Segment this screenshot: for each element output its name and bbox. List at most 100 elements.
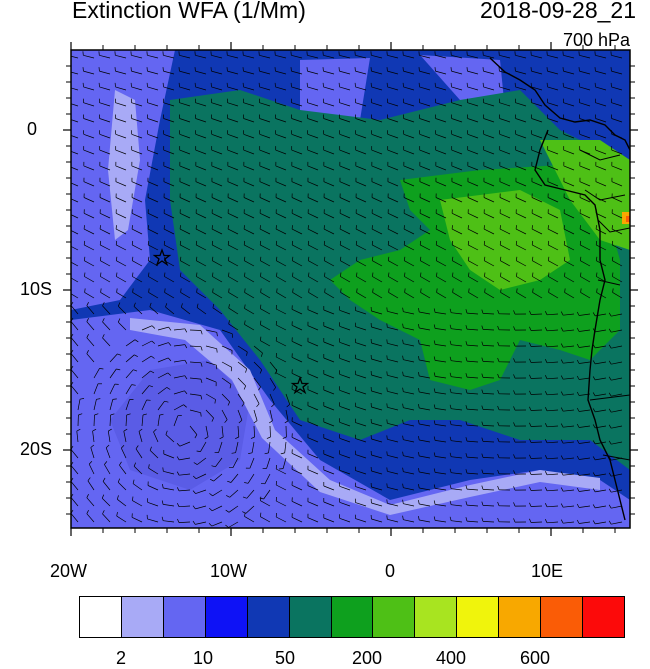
wind-barb <box>531 426 542 427</box>
wind-barb-flag <box>116 241 117 245</box>
wind-barb-flag <box>260 337 261 341</box>
wind-barb <box>531 362 542 363</box>
colorbar-swatch-5 <box>290 597 332 637</box>
colorbar-label-50: 50 <box>275 648 295 669</box>
wind-barb <box>190 330 201 331</box>
wind-barb-flag <box>132 241 133 245</box>
wind-barb-flag <box>387 371 388 375</box>
wind-barb-flag <box>217 349 218 353</box>
wind-barb-flag <box>260 241 261 245</box>
wind-barb-flag <box>244 241 245 245</box>
wind-barb-flag <box>164 241 165 245</box>
colorbar-label-400: 400 <box>436 648 466 669</box>
wind-barb-flag <box>387 387 388 391</box>
wind-barb <box>531 490 542 491</box>
wind-barb-flag <box>500 241 501 245</box>
wind-barb-flag <box>404 241 405 245</box>
wind-barb <box>531 346 542 347</box>
wind-barb-flag <box>387 435 388 439</box>
lon-label-10w: 10W <box>210 561 247 582</box>
wind-barb-flag <box>452 241 453 245</box>
wind-barb-flag <box>387 403 388 407</box>
wind-barb-flag <box>564 241 565 245</box>
wind-barb-flag <box>387 323 388 327</box>
wind-barb-flag <box>84 241 85 245</box>
wind-barb-flag <box>260 321 261 325</box>
colorbar-swatch-3 <box>206 597 248 637</box>
wind-barb-flag <box>260 513 261 517</box>
wind-barb-flag <box>484 241 485 245</box>
wind-barb-flag <box>100 241 101 245</box>
wind-barb-flag <box>261 483 265 484</box>
wind-barb-flag <box>387 355 388 359</box>
lat-label-20s: 20S <box>20 439 52 460</box>
colorbar-swatch-6 <box>332 597 374 637</box>
wind-barb <box>531 458 542 459</box>
colorbar-swatch-0 <box>80 597 122 637</box>
wind-barb-flag <box>340 241 341 245</box>
wind-barb <box>531 394 542 395</box>
wind-barb-flag <box>260 497 261 501</box>
wind-barb-flag <box>292 241 293 245</box>
wind-barb-flag <box>196 241 197 245</box>
wind-barb <box>531 506 542 507</box>
wind-barb <box>531 522 542 523</box>
wind-barb <box>531 442 542 443</box>
colorbar-swatch-1 <box>122 597 164 637</box>
wind-barb-flag <box>68 273 69 277</box>
wind-barb-flag <box>231 367 232 371</box>
lat-label-10s: 10S <box>20 279 52 300</box>
wind-barb <box>531 474 542 475</box>
wind-barb-flag <box>387 467 388 471</box>
wind-barb-flag <box>388 241 389 245</box>
wind-barb <box>531 330 542 331</box>
lat-label-0: 0 <box>27 119 37 140</box>
wind-barb-flag <box>308 241 309 245</box>
colorbar-label-10: 10 <box>193 648 213 669</box>
wind-barb-flag <box>516 241 517 245</box>
colorbar-swatch-11 <box>541 597 583 637</box>
wind-barb-flag <box>212 241 213 245</box>
wind-barb-flag <box>68 257 69 261</box>
wind-barb <box>270 426 271 437</box>
colorbar <box>79 596 625 638</box>
colorbar-label-2: 2 <box>116 648 126 669</box>
colorbar-label-200: 200 <box>352 648 382 669</box>
wind-barb-flag <box>436 241 437 245</box>
wind-barb-flag <box>532 241 533 245</box>
wind-barb-flag <box>228 241 229 245</box>
colorbar-swatch-9 <box>457 597 499 637</box>
lon-label-20w: 20W <box>50 561 87 582</box>
wind-barb-flag <box>548 241 549 245</box>
wind-barb <box>531 378 542 379</box>
wind-barb-flag <box>387 499 388 503</box>
wind-barb <box>531 314 542 315</box>
wind-barb-flag <box>163 467 164 471</box>
wind-barb-flag <box>612 241 613 245</box>
wind-barb-flag <box>387 419 388 423</box>
lon-label-10e: 10E <box>531 561 563 582</box>
wind-barb <box>531 410 542 411</box>
wind-barb-flag <box>387 515 388 519</box>
wind-barb-flag <box>596 241 597 245</box>
wind-barb-flag <box>148 241 149 245</box>
wind-barb <box>94 415 95 426</box>
wind-barb-flag <box>387 451 388 455</box>
wind-barb-flag <box>387 483 388 487</box>
colorbar-label-600: 600 <box>520 648 550 669</box>
wind-barb-flag <box>580 241 581 245</box>
colorbar-swatch-8 <box>415 597 457 637</box>
wind-barb-flag <box>468 241 469 245</box>
colorbar-swatch-10 <box>499 597 541 637</box>
wind-barb-flag <box>387 307 388 311</box>
wind-barb-flag <box>180 241 181 245</box>
colorbar-swatch-4 <box>248 597 290 637</box>
wind-barb-flag <box>276 241 277 245</box>
wind-barb-flag <box>113 399 117 400</box>
colorbar-swatch-2 <box>164 597 206 637</box>
wind-barb-flag <box>356 241 357 245</box>
wind-barb-flag <box>372 241 373 245</box>
wind-barb-flag <box>260 305 261 309</box>
colorbar-swatch-7 <box>373 597 415 637</box>
lon-label-0: 0 <box>385 561 395 582</box>
